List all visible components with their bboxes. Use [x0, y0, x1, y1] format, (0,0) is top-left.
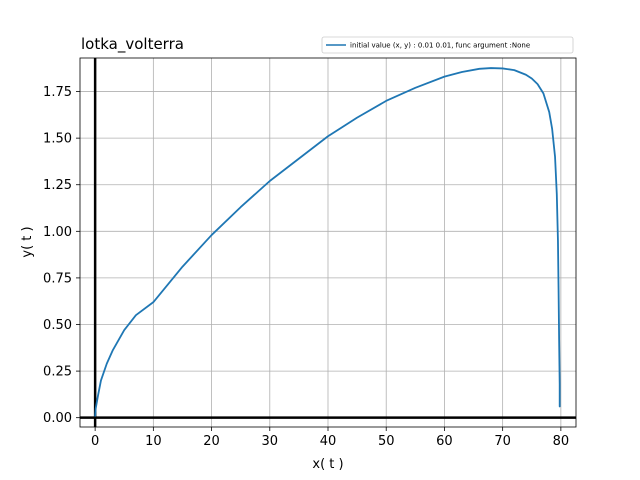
series-layer: [94, 67, 561, 417]
x-tick-label: 0: [91, 434, 99, 449]
y-tick-label: 1.75: [43, 85, 72, 100]
y-tick-label: 1.25: [43, 178, 72, 193]
legend: initial value (x, y) : 0.01 0.01, func a…: [321, 36, 574, 54]
legend-entry-label: initial value (x, y) : 0.01 0.01, func a…: [350, 42, 530, 50]
chart-title: lotka_volterra: [81, 35, 184, 54]
y-tick-label: 1.50: [43, 132, 72, 147]
x-tick-label: 70: [494, 434, 511, 449]
y-axis-label: y( t ): [20, 226, 35, 257]
x-tick-label: 60: [436, 434, 453, 449]
y-tick-label: 0.50: [43, 318, 72, 333]
x-ticks: 0 10 20 30 40 50 60 70 80: [91, 427, 569, 449]
zero-lines: [80, 58, 576, 427]
x-tick-label: 30: [262, 434, 279, 449]
y-ticks: 0.00 0.25 0.50 0.75 1.00 1.25 1.50 1.75: [43, 85, 80, 426]
x-tick-label: 20: [203, 434, 220, 449]
x-tick-label: 80: [553, 434, 570, 449]
x-tick-label: 40: [320, 434, 337, 449]
x-axis-label: x( t ): [312, 457, 343, 472]
x-tick-label: 50: [378, 434, 395, 449]
x-tick-label: 10: [145, 434, 162, 449]
y-tick-label: 0.75: [43, 271, 72, 286]
y-tick-label: 0.25: [43, 365, 72, 380]
y-tick-label: 1.00: [43, 225, 72, 240]
series-line-0: [94, 67, 561, 417]
legend-box: [321, 36, 574, 54]
y-tick-label: 0.00: [43, 411, 72, 426]
